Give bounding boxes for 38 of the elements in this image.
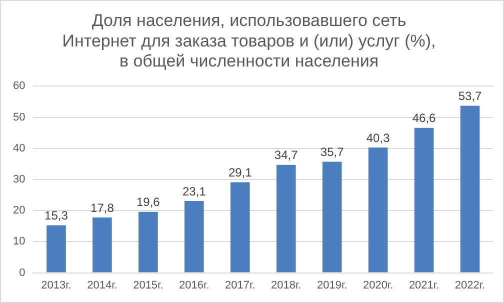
x-tick-label: 2018г. [271, 279, 302, 292]
y-tick-label: 10 [12, 236, 26, 248]
bar [368, 147, 388, 272]
data-label: 34,7 [274, 148, 298, 162]
chart-title: Доля населения, использовавшего сеть Интернет для заказа товаров и (или) услуг (%), в общей численности населения [62, 10, 436, 71]
data-label: 46,6 [412, 111, 436, 126]
bar [230, 182, 250, 272]
data-label: 15,3 [44, 208, 68, 223]
y-tick-label: 40 [12, 142, 26, 154]
x-tick-label: 2022г. [454, 279, 486, 292]
data-label: 19,6 [136, 195, 160, 210]
y-tick-label: 60 [12, 80, 26, 92]
y-tick-label: 20 [12, 204, 26, 217]
data-label: 53,7 [458, 89, 482, 104]
x-tick-label: 2016г. [179, 279, 210, 292]
x-tick-label: 2020г. [362, 279, 394, 292]
x-tick-label: 2017г. [225, 279, 256, 292]
x-tick-label: 2021г. [408, 279, 440, 292]
data-label: 17,8 [90, 200, 114, 215]
y-tick-label: 30 [12, 174, 26, 186]
bar [92, 217, 112, 272]
bar [138, 212, 158, 272]
y-tick-label: 50 [12, 111, 26, 124]
y-tick-label: 0 [19, 266, 26, 279]
bar [184, 200, 204, 272]
x-tick-label: 2013г. [41, 279, 72, 292]
bar [414, 128, 434, 272]
x-tick-label: 2019г. [316, 279, 348, 292]
bar [46, 225, 66, 272]
x-tick-label: 2014г. [87, 279, 118, 292]
bar [276, 164, 296, 272]
data-label: 29,1 [228, 166, 252, 180]
bar [322, 162, 342, 272]
data-label: 23,1 [182, 184, 206, 198]
x-tick-label: 2015г. [133, 279, 164, 292]
data-label: 35,7 [320, 145, 344, 160]
bar [460, 106, 480, 272]
data-label: 40,3 [366, 130, 390, 145]
